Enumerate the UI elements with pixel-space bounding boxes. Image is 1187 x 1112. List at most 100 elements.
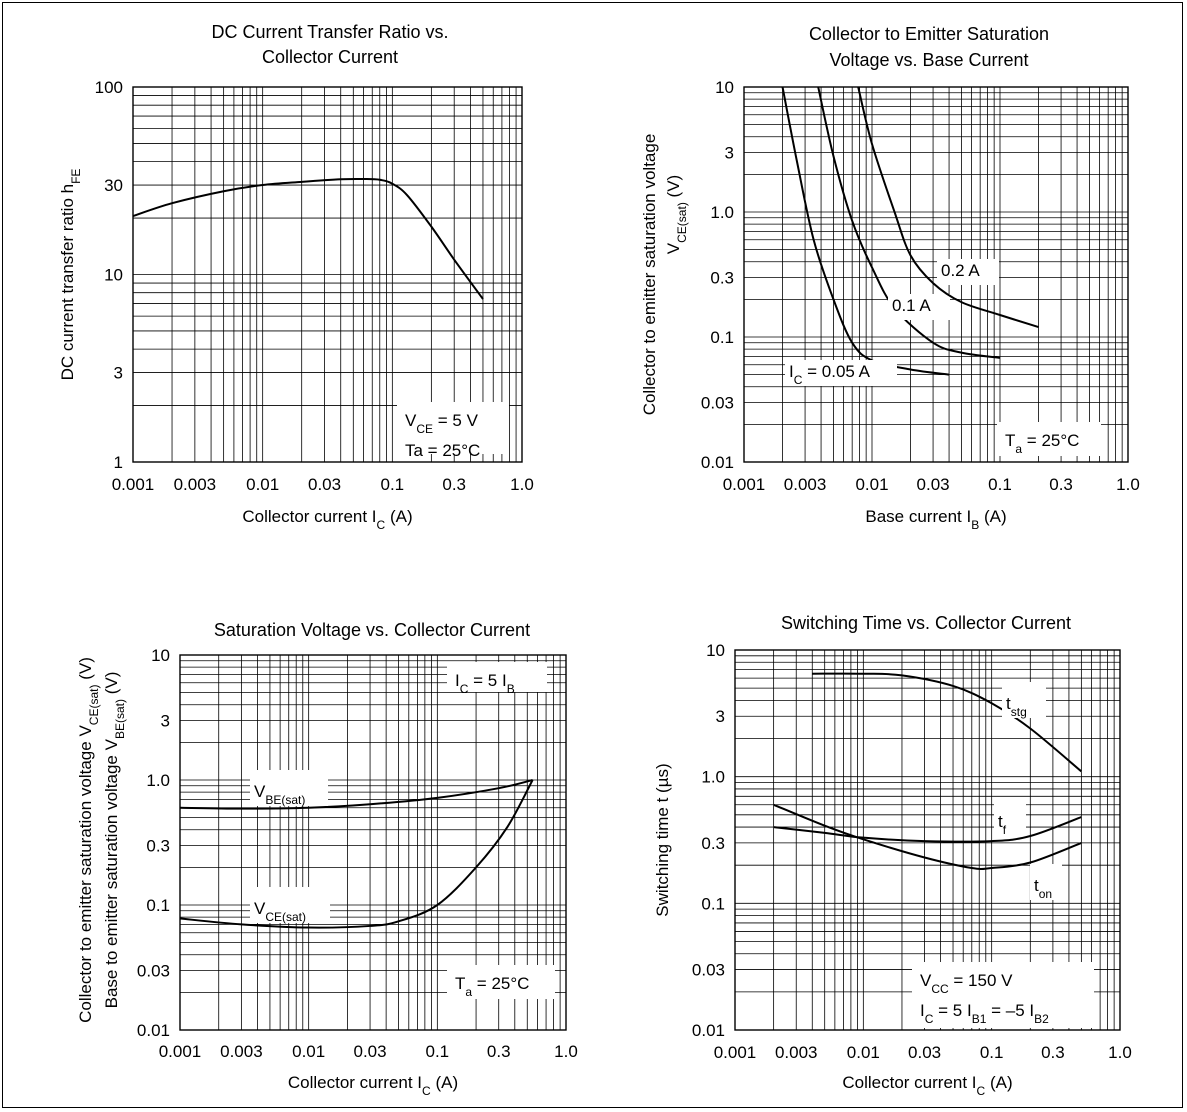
y-tick-label: 30 [104,176,123,195]
x-tick-label: 1.0 [510,475,534,494]
series-label-bg [888,294,950,320]
y-tick-label: 0.1 [146,896,170,915]
x-tick-label: 1.0 [554,1042,578,1061]
y-axis-label: Switching time t (µs) [653,763,672,916]
x-axis-label: Base current IB (A) [865,507,1006,532]
annotation-text: VCE = 5 V [405,411,479,436]
x-axis-label: Collector current IC (A) [842,1073,1012,1098]
annotation-text: IC = 5 IB1 = –5 IB2 [920,1001,1049,1026]
series-curve-2 [817,86,1001,359]
y-tick-label: 3 [114,364,123,383]
y-axis-label: Collector to emitter saturation voltage [640,134,659,416]
y-axis-label: Collector to emitter saturation voltage … [76,657,101,1023]
chart-title-line: Switching Time vs. Collector Current [781,613,1071,633]
series-label-bg [785,360,897,386]
x-tick-label: 0.03 [908,1043,941,1062]
y-tick-label: 0.1 [710,328,734,347]
y-tick-label: 3 [716,707,725,726]
x-tick-label: 0.003 [775,1043,818,1062]
series-curve-2 [179,779,534,929]
x-tick-label: 0.003 [784,475,827,494]
x-tick-label: 0.1 [988,475,1012,494]
y-tick-label: 1.0 [710,203,734,222]
series-curve-3 [773,803,1082,871]
series-label-1: VBE(sat) [254,782,305,807]
series-label-bg [994,800,1026,836]
y-tick-label: 0.3 [710,268,734,287]
chart-title-line: Collector to Emitter Saturation [809,24,1049,44]
annotation-text: Ta = 25°C [405,441,480,460]
chart-1: DC Current Transfer Ratio vs. Collector C… [58,22,534,532]
chart-3: Saturation Voltage vs. Collector Current… [76,620,578,1098]
x-tick-label: 0.03 [917,475,950,494]
y-tick-label: 0.3 [701,834,725,853]
series-label-3: 0.2 A [941,261,980,280]
series-label-bg [250,887,330,923]
y-tick-label: 0.01 [692,1021,725,1040]
chart-title-line: Voltage vs. Base Current [829,50,1028,70]
y-axis-label-line2: Base to emitter saturation voltage VBE(s… [102,672,127,1009]
series-curve-1 [132,177,484,300]
x-tick-label: 1.0 [1116,475,1140,494]
series-label-1: IC = 0.05 A [789,362,871,387]
annotation-bg [397,402,509,454]
x-tick-label: 0.001 [112,475,155,494]
series-label-2: tf [998,812,1007,837]
series-label-bg [1002,682,1046,718]
annotation-text: Ta = 25°C [1005,431,1079,456]
grid [744,87,1128,462]
y-tick-label: 1.0 [146,771,170,790]
plot-area [179,654,567,1031]
x-tick-label: 0.003 [174,475,217,494]
y-tick-label: 3 [725,143,734,162]
chart-title-line: Saturation Voltage vs. Collector Current [214,620,530,640]
x-tick-label: 0.3 [487,1042,511,1061]
x-tick-label: 0.01 [246,475,279,494]
y-axis-label: DC current transfer ratio hFE [58,169,83,381]
series-label-bg [250,770,328,806]
y-tick-label: 10 [706,641,725,660]
y-tick-label: 3 [161,711,170,730]
y-axis-label-line2: VCE(sat) (V) [664,175,689,254]
x-tick-label: 0.3 [1041,1043,1065,1062]
x-tick-label: 0.1 [426,1042,450,1061]
series-label-3: ton [1034,876,1052,901]
series-curve-2 [773,816,1082,843]
y-tick-label: 1.0 [701,768,725,787]
x-axis-label: Collector current IC (A) [242,507,412,532]
y-tick-label: 0.03 [701,393,734,412]
x-tick-label: 0.001 [714,1043,757,1062]
y-tick-label: 10 [151,646,170,665]
series-label-bg [937,259,999,285]
y-tick-label: 1 [114,453,123,472]
series-curve-3 [857,86,1039,329]
x-tick-label: 0.001 [723,475,766,494]
chart-4: Switching Time vs. Collector Current 0.00… [653,613,1132,1098]
plot-area [743,86,1129,463]
series-curve-1 [812,672,1083,773]
annotation-text: VCC = 150 V [920,971,1013,996]
x-tick-label: 0.1 [980,1043,1004,1062]
grid [133,87,522,462]
chart-2: Collector to Emitter Saturation Voltage v… [640,24,1140,532]
series-curve-1 [179,779,533,810]
chart-title-line: DC Current Transfer Ratio vs. [211,22,448,42]
annotation-bg [912,962,1094,1028]
plot-area [734,649,1121,1031]
x-tick-label: 0.03 [308,475,341,494]
annotation-text: Ta = 25°C [455,974,529,999]
series-label-1: tstg [1006,694,1027,719]
series-label-2: VCE(sat) [254,899,306,924]
y-tick-label: 0.03 [137,961,170,980]
y-tick-label: 0.01 [701,453,734,472]
plot-area [132,86,523,463]
y-tick-label: 0.1 [701,894,725,913]
series-label-bg [1030,864,1062,900]
x-tick-label: 0.001 [159,1042,202,1061]
x-tick-label: 0.01 [847,1043,880,1062]
annotation-bg [997,422,1101,456]
x-tick-label: 0.1 [381,475,405,494]
x-tick-label: 0.3 [442,475,466,494]
